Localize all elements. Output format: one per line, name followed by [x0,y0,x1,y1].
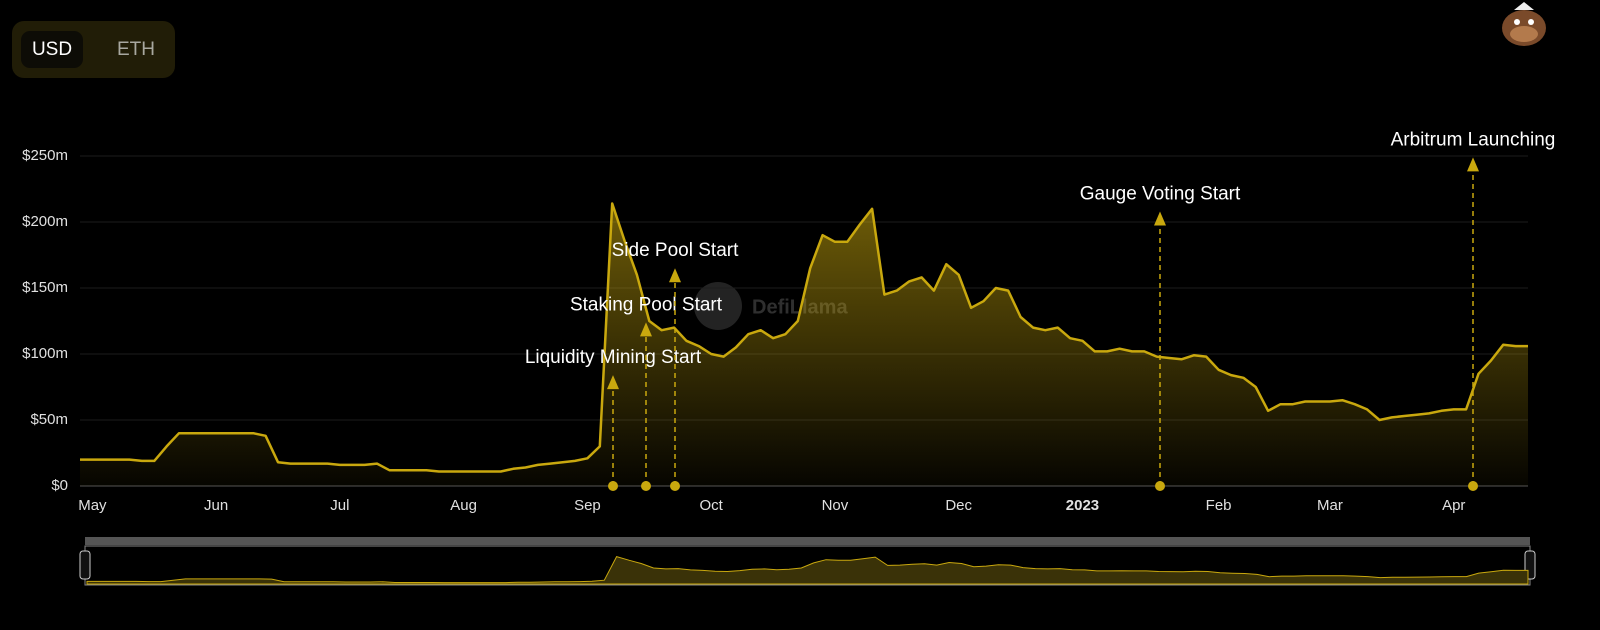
annotation-label: Liquidity Mining Start [525,347,702,368]
toggle-active[interactable] [21,31,83,68]
avatar-icon [1502,2,1546,46]
annotation-label: Staking Pool Start [570,294,723,315]
annotation-arrowhead [1467,157,1479,172]
annotation-arrowhead [607,375,619,390]
annotation-label: Arbitrum Launching [1391,129,1556,150]
y-tick-label: $100m [22,345,68,362]
x-tick-label: Feb [1206,497,1232,514]
annotation-dot [641,481,651,491]
x-tick-label: Apr [1442,497,1465,514]
y-tick-label: $150m [22,279,68,296]
x-tick-label: Sep [574,497,601,514]
x-tick-label: Mar [1317,497,1343,514]
x-tick-label: Oct [700,497,724,514]
toggle-option[interactable]: USD [32,39,72,60]
annotation-dot [608,481,618,491]
y-tick-label: $200m [22,213,68,230]
x-tick-label: Nov [822,497,849,514]
y-tick-label: $50m [30,411,68,428]
x-tick-label: Dec [945,497,972,514]
annotation-dot [1155,481,1165,491]
navigator-area [86,556,1529,585]
annotation-arrowhead [669,268,681,283]
annotation-arrowhead [1154,211,1166,226]
x-tick-label: 2023 [1066,497,1099,514]
navigator-bar[interactable] [85,537,1530,545]
y-tick-label: $250m [22,147,68,164]
annotation-arrowhead [640,322,652,337]
annotation-label: Side Pool Start [612,240,739,261]
x-tick-label: Jun [204,497,228,514]
line [80,202,1528,473]
y-tick-label: $0 [51,477,68,494]
x-tick-label: Aug [450,497,477,514]
x-tick-label: Jul [330,497,349,514]
x-tick-label: May [78,497,107,514]
annotation-label: Gauge Voting Start [1080,183,1241,204]
area-fill [80,203,1528,486]
toggle-option[interactable]: ETH [117,39,155,60]
navigator-handle[interactable] [79,550,91,580]
annotation-dot [1468,481,1478,491]
annotation-dot [670,481,680,491]
